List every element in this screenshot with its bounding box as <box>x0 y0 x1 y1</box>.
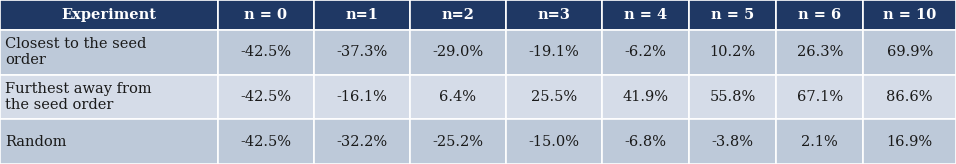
Bar <box>218 119 314 164</box>
Bar <box>689 0 776 30</box>
Text: n=1: n=1 <box>345 8 379 22</box>
Bar <box>863 0 956 30</box>
Text: -32.2%: -32.2% <box>337 135 387 149</box>
Bar <box>863 30 956 75</box>
Bar <box>689 75 776 119</box>
Text: 69.9%: 69.9% <box>886 45 933 59</box>
Bar <box>776 0 863 30</box>
Text: -15.0%: -15.0% <box>529 135 579 149</box>
Bar <box>410 75 506 119</box>
Text: 67.1%: 67.1% <box>796 90 843 104</box>
Bar <box>410 30 506 75</box>
Text: -37.3%: -37.3% <box>337 45 387 59</box>
Text: 6.4%: 6.4% <box>440 90 476 104</box>
Bar <box>863 75 956 119</box>
Bar <box>410 119 506 164</box>
Text: 86.6%: 86.6% <box>886 90 933 104</box>
Bar <box>776 75 863 119</box>
Text: Closest to the seed
order: Closest to the seed order <box>5 37 146 67</box>
Bar <box>218 30 314 75</box>
Bar <box>863 119 956 164</box>
Bar <box>218 75 314 119</box>
Bar <box>689 30 776 75</box>
Text: -42.5%: -42.5% <box>240 135 292 149</box>
Text: -6.2%: -6.2% <box>624 45 666 59</box>
Text: n = 4: n = 4 <box>624 8 667 22</box>
Bar <box>0 119 218 164</box>
Text: n = 0: n = 0 <box>245 8 288 22</box>
Text: Furthest away from
the seed order: Furthest away from the seed order <box>5 82 152 112</box>
Text: 55.8%: 55.8% <box>709 90 756 104</box>
Text: n = 6: n = 6 <box>798 8 841 22</box>
Text: Experiment: Experiment <box>61 8 157 22</box>
Text: n=3: n=3 <box>537 8 571 22</box>
Bar <box>506 75 602 119</box>
Text: n = 10: n = 10 <box>883 8 936 22</box>
Bar <box>602 0 689 30</box>
Text: 2.1%: 2.1% <box>801 135 838 149</box>
Text: 41.9%: 41.9% <box>622 90 668 104</box>
Text: n=2: n=2 <box>442 8 474 22</box>
Text: 10.2%: 10.2% <box>709 45 755 59</box>
Bar <box>314 0 410 30</box>
Bar <box>602 30 689 75</box>
Bar <box>410 0 506 30</box>
Bar <box>314 30 410 75</box>
Bar <box>776 119 863 164</box>
Text: n = 5: n = 5 <box>711 8 754 22</box>
Bar <box>218 0 314 30</box>
Text: -42.5%: -42.5% <box>240 45 292 59</box>
Text: Random: Random <box>5 135 67 149</box>
Text: -25.2%: -25.2% <box>432 135 484 149</box>
Text: -6.8%: -6.8% <box>624 135 666 149</box>
Text: -19.1%: -19.1% <box>529 45 579 59</box>
Text: 26.3%: 26.3% <box>796 45 843 59</box>
Bar <box>314 119 410 164</box>
Bar <box>689 119 776 164</box>
Text: -42.5%: -42.5% <box>240 90 292 104</box>
Bar <box>602 119 689 164</box>
Bar <box>506 119 602 164</box>
Bar <box>0 30 218 75</box>
Text: 16.9%: 16.9% <box>886 135 933 149</box>
Text: -29.0%: -29.0% <box>432 45 484 59</box>
Text: -3.8%: -3.8% <box>711 135 753 149</box>
Bar <box>0 0 218 30</box>
Text: -16.1%: -16.1% <box>337 90 387 104</box>
Bar <box>506 0 602 30</box>
Bar <box>602 75 689 119</box>
Bar <box>776 30 863 75</box>
Bar <box>314 75 410 119</box>
Bar <box>506 30 602 75</box>
Bar <box>0 75 218 119</box>
Text: 25.5%: 25.5% <box>531 90 577 104</box>
